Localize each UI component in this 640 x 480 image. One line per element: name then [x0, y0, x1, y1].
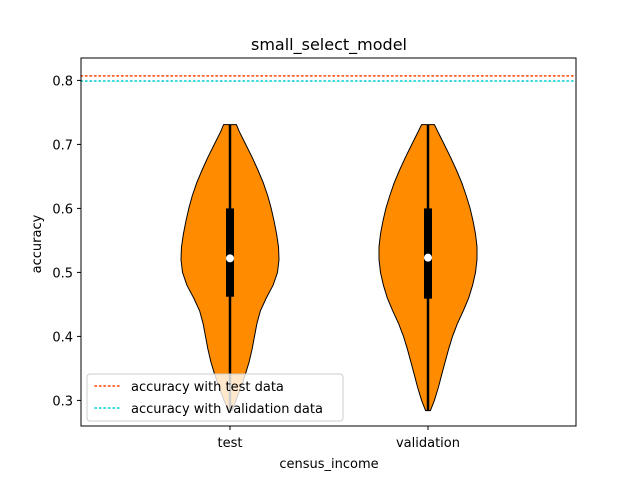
median-point-test: [226, 254, 234, 263]
x-tick-label: validation: [396, 436, 460, 451]
y-tick-label: 0.7: [52, 138, 73, 153]
x-tick-label: test: [218, 436, 243, 451]
iqr-box-validation: [424, 208, 432, 299]
chart-title: small_select_model: [251, 35, 407, 55]
legend-box: [86, 373, 344, 422]
iqr-box-test: [226, 208, 234, 297]
plot-area: 0.3 0.4 0.5 0.6 0.7 0.8 test validation: [52, 57, 577, 451]
median-point-validation: [424, 253, 432, 262]
legend: accuracy with test data accuracy with val…: [86, 373, 344, 422]
axes-frame: [80, 57, 577, 427]
y-tick-label: 0.6: [52, 202, 73, 217]
y-tick-label: 0.3: [52, 394, 73, 409]
legend-label-0: accuracy with test data: [131, 380, 284, 395]
y-tick-label: 0.5: [52, 266, 73, 281]
y-tick-label: 0.8: [52, 74, 73, 89]
legend-label-1: accuracy with validation data: [131, 402, 323, 417]
y-axis-label: accuracy: [30, 214, 45, 273]
x-axis-label: census_income: [279, 457, 378, 472]
y-tick-label: 0.4: [52, 330, 73, 345]
